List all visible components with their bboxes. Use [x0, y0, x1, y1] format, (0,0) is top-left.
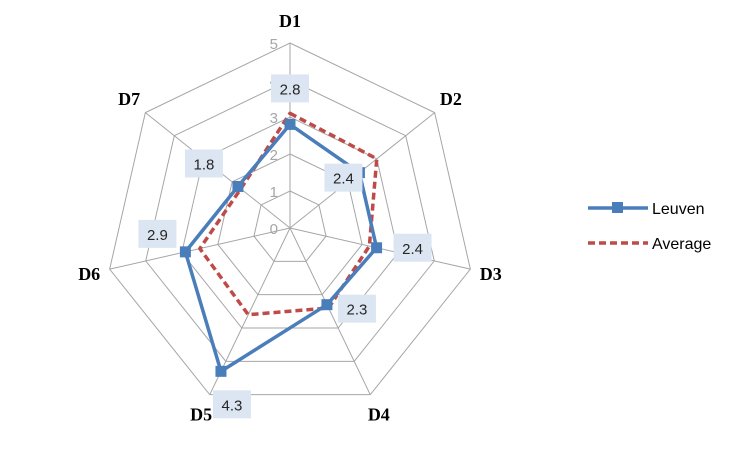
- data-label-box-D1: [271, 74, 309, 103]
- data-label-D6: 2.9: [138, 219, 177, 248]
- data-label-D7: 1.8: [184, 149, 223, 178]
- legend-average-label: Average: [652, 236, 711, 253]
- tick-label-0: 0: [270, 221, 278, 238]
- tick-label-5: 5: [270, 36, 278, 53]
- data-label-box-D5: [212, 390, 251, 419]
- data-label-D5: 4.3: [212, 390, 251, 419]
- data-label-text-D3: 2.4: [402, 241, 423, 258]
- data-label-D4: 2.3: [337, 294, 376, 323]
- data-label-text-D5: 4.3: [222, 397, 243, 414]
- data-label-text-D7: 1.8: [194, 156, 215, 173]
- series-leuven-point-D7: [232, 180, 244, 192]
- data-label-box-D4: [337, 294, 376, 323]
- legend-item-leuven: Leuven: [588, 201, 705, 218]
- legend: Leuven Average: [588, 201, 711, 253]
- legend-leuven-marker: [612, 202, 623, 213]
- tick-label-1: 1: [270, 184, 278, 201]
- category-label-D4: D4: [368, 405, 390, 425]
- grid-ring-2: [217, 153, 363, 296]
- series-leuven-point-D4: [321, 299, 333, 311]
- grid-ring-1: [253, 190, 327, 262]
- tick-label-3: 3: [270, 110, 278, 127]
- legend-item-average: Average: [588, 236, 711, 253]
- data-label-box-D7: [184, 149, 223, 178]
- category-label-D3: D3: [480, 264, 502, 284]
- data-labels: 2.8 2.4 2.4 2.3 4.3 2.9 1.8: [138, 74, 432, 419]
- category-label-D7: D7: [118, 89, 140, 109]
- data-label-D1: 2.8: [271, 74, 309, 103]
- category-labels: D1 D2 D3 D4 D5 D6 D7: [78, 11, 502, 425]
- data-label-box-D3: [393, 233, 432, 262]
- data-label-text-D6: 2.9: [147, 227, 168, 244]
- data-label-D2: 2.4: [324, 163, 363, 192]
- category-label-D1: D1: [279, 11, 301, 31]
- grid-ring-5: [109, 42, 471, 396]
- grid-ring-4: [145, 79, 435, 362]
- legend-leuven-label: Leuven: [652, 201, 705, 218]
- series-leuven-point-D5: [215, 365, 227, 377]
- category-label-D2: D2: [440, 89, 462, 109]
- data-label-text-D1: 2.8: [280, 81, 301, 98]
- data-label-D3: 2.4: [393, 233, 432, 262]
- series-leuven-point-D3: [371, 242, 383, 254]
- data-label-box-D2: [324, 163, 363, 192]
- spoke-D4: [289, 227, 371, 395]
- tick-label-2: 2: [270, 147, 278, 164]
- series-average-line: [198, 111, 379, 317]
- category-label-D5: D5: [190, 405, 212, 425]
- data-label-text-D2: 2.4: [333, 171, 354, 188]
- series-leuven-point-D1: [284, 118, 296, 130]
- series-leuven-point-D6: [179, 246, 191, 258]
- data-label-text-D4: 2.3: [346, 302, 367, 319]
- category-label-D6: D6: [78, 264, 100, 284]
- data-label-box-D6: [138, 219, 177, 248]
